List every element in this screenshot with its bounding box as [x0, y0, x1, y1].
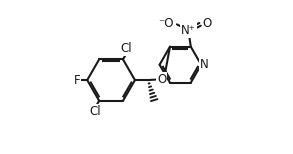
- Text: N: N: [200, 58, 209, 71]
- Text: Cl: Cl: [121, 42, 132, 55]
- Text: ⁻O: ⁻O: [159, 17, 174, 30]
- Text: O: O: [203, 17, 212, 30]
- Text: Cl: Cl: [89, 105, 101, 118]
- Text: N⁺: N⁺: [181, 24, 196, 37]
- Text: F: F: [74, 74, 80, 87]
- Text: O: O: [157, 73, 166, 86]
